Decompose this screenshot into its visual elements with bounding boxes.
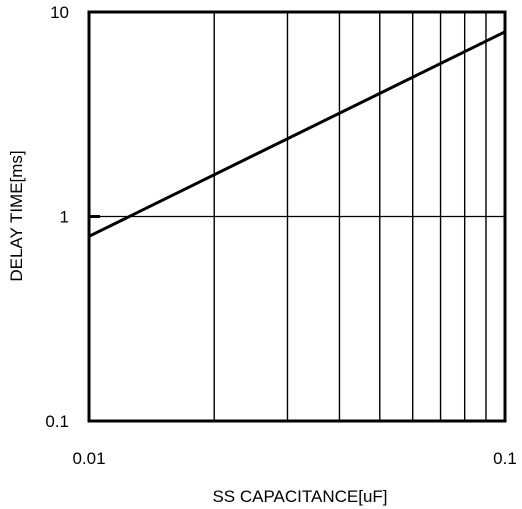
grid-layer	[89, 12, 505, 421]
y-tick-label-3: 0.1	[45, 412, 69, 431]
series-layer	[88, 30, 506, 238]
x-tick-label-2: 0.1	[493, 449, 517, 468]
series-line-1	[88, 30, 506, 238]
y-tick-label-1: 10	[50, 3, 69, 22]
y-tick-label-2: 1	[60, 208, 69, 227]
x-tick-label-1: 0.01	[72, 449, 105, 468]
x-axis-title: SS CAPACITANCE[uF]	[212, 487, 387, 506]
y-axis-title: DELAY TIME[ms]	[7, 150, 26, 281]
